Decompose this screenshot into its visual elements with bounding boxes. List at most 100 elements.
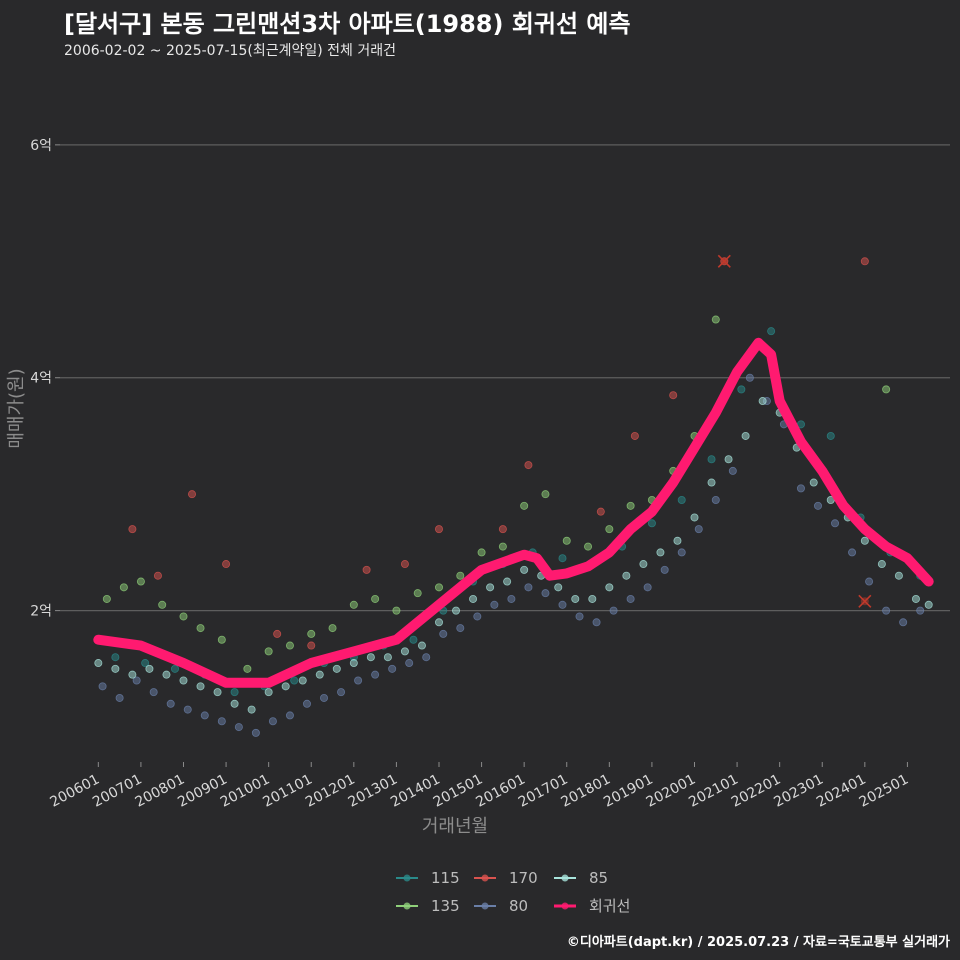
data-point-80 [98,682,107,691]
data-point-135 [477,548,486,557]
data-point-85 [366,653,375,662]
data-point-85 [707,478,716,487]
data-point-135 [136,577,145,586]
regression-line [93,337,934,688]
data-point-135 [158,600,167,609]
data-point-80 [643,583,652,592]
data-point-170 [669,391,678,400]
data-point-85 [639,560,648,569]
data-point-85 [520,565,529,574]
data-point-170 [362,565,371,574]
data-point-135 [605,525,614,534]
data-point-80 [848,548,857,557]
data-point-85 [809,478,818,487]
data-point-135 [328,624,337,633]
data-point-115 [558,554,567,563]
scatter-points [94,257,933,737]
data-point-115 [647,519,656,528]
data-point-80 [899,618,908,627]
data-point-80 [626,594,635,603]
y-axis-ticks: 2억 4억 6억 [30,138,60,620]
data-point-80 [405,659,414,668]
data-point-135 [434,583,443,592]
data-point-85 [162,670,171,679]
data-point-80 [183,705,192,714]
data-point-85 [94,659,103,668]
data-point-115 [677,496,686,505]
y-tick-label: 2억 [30,604,52,620]
data-point-85 [860,536,869,545]
data-point-135 [179,612,188,621]
data-point-115 [230,688,239,697]
data-point-85 [588,594,597,603]
data-point-80 [507,594,516,603]
data-point-135 [102,594,111,603]
legend-key-point [561,902,569,910]
data-point-115 [409,635,418,644]
data-point-135 [456,571,465,580]
data-point-80 [320,693,329,702]
data-point-80 [609,606,618,615]
data-point-80 [813,501,822,510]
data-point-80 [745,373,754,382]
data-point-85 [469,594,478,603]
data-point-80 [115,693,124,702]
legend-label: 80 [509,897,528,915]
grid-lines [60,144,950,612]
data-point-170 [596,507,605,516]
data-point-80 [302,699,311,708]
x-tick-label: 202501 [857,771,912,810]
data-point-85 [281,682,290,691]
data-point-80 [865,577,874,586]
data-point-85 [298,676,307,685]
data-point-135 [413,589,422,598]
data-point-135 [196,624,205,633]
legend-key-point [481,874,489,882]
data-point-85 [349,659,358,668]
data-point-85 [247,705,256,714]
data-point-170 [273,629,282,638]
data-point-135 [307,629,316,638]
y-tick-label: 6억 [30,138,52,154]
data-point-80 [558,600,567,609]
legend: 115 135 170 80 85 회귀선 [396,869,630,915]
data-point-80 [575,612,584,621]
data-point-80 [371,670,380,679]
data-point-85 [911,594,920,603]
regression-line-path [93,337,934,688]
data-point-85 [230,699,239,708]
data-point-80 [149,688,158,697]
data-point-80 [354,676,363,685]
data-point-80 [200,711,209,720]
data-point-85 [434,618,443,627]
data-point-80 [422,653,431,662]
data-point-85 [400,647,409,656]
data-point-80 [728,466,737,475]
legend-item-135: 135 [396,897,460,915]
data-point-135 [498,542,507,551]
data-point-135 [349,600,358,609]
data-point-80 [524,583,533,592]
data-point-85 [894,571,903,580]
data-point-80 [473,612,482,621]
data-point-85 [179,676,188,685]
data-point-85 [554,583,563,592]
data-point-85 [264,688,273,697]
data-point-115 [737,385,746,394]
data-point-170 [524,461,533,470]
data-point-85 [690,513,699,522]
data-point-135 [217,635,226,644]
data-point-115 [170,664,179,673]
legend-key-point [403,902,411,910]
data-point-115 [111,653,120,662]
data-point-80 [268,717,277,726]
legend-item-115: 115 [396,869,460,887]
legend-label: 170 [509,869,538,887]
data-point-80 [132,676,141,685]
data-point-80 [234,723,243,732]
data-point-85 [741,431,750,440]
data-point-115 [141,659,150,668]
data-point-135 [392,606,401,615]
data-point-80 [592,618,601,627]
data-point-170 [630,431,639,440]
